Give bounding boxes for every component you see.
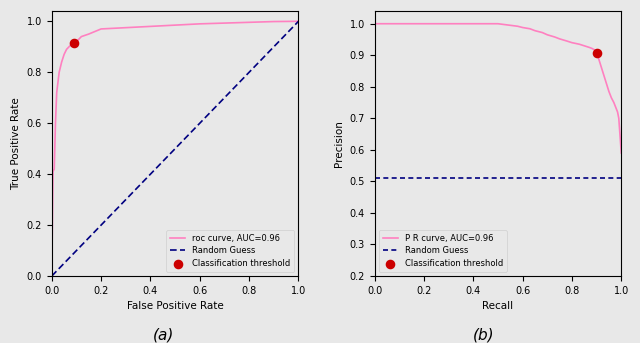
roc curve, AUC=0.96	[294, 19, 302, 23]
Line: P R curve, AUC=0.96: P R curve, AUC=0.96	[374, 24, 621, 153]
P R curve, AUC=0.96	[371, 22, 378, 26]
roc curve, AUC=0.96	[65, 45, 73, 49]
P R curve, AUC=0.96	[580, 44, 588, 48]
P R curve, AUC=0.96	[526, 27, 534, 31]
P R curve, AUC=0.96	[615, 116, 623, 120]
P R curve, AUC=0.96	[598, 66, 605, 70]
Text: (a): (a)	[152, 328, 174, 343]
P R curve, AUC=0.96	[590, 48, 598, 52]
roc curve, AUC=0.96	[196, 22, 204, 26]
roc curve, AUC=0.96	[270, 20, 278, 24]
P R curve, AUC=0.96	[531, 28, 539, 33]
roc curve, AUC=0.96	[221, 21, 228, 25]
Legend: P R curve, AUC=0.96, Random Guess, Classification threshold: P R curve, AUC=0.96, Random Guess, Class…	[379, 230, 507, 272]
roc curve, AUC=0.96	[122, 26, 130, 30]
Text: (b): (b)	[472, 328, 494, 343]
P R curve, AUC=0.96	[494, 22, 502, 26]
P R curve, AUC=0.96	[506, 23, 514, 27]
roc curve, AUC=0.96	[97, 27, 105, 31]
P R curve, AUC=0.96	[605, 90, 612, 94]
roc curve, AUC=0.96	[172, 23, 179, 27]
P R curve, AUC=0.96	[556, 37, 563, 41]
P R curve, AUC=0.96	[588, 46, 595, 50]
P R curve, AUC=0.96	[543, 33, 551, 37]
X-axis label: False Positive Rate: False Positive Rate	[127, 301, 223, 311]
P R curve, AUC=0.96	[595, 58, 603, 62]
P R curve, AUC=0.96	[586, 45, 593, 49]
Classification threshold	[69, 40, 79, 46]
Y-axis label: Precision: Precision	[334, 120, 344, 167]
roc curve, AUC=0.96	[85, 32, 93, 36]
P R curve, AUC=0.96	[575, 42, 583, 46]
P R curve, AUC=0.96	[551, 35, 559, 39]
roc curve, AUC=0.96	[58, 60, 65, 64]
roc curve, AUC=0.96	[55, 70, 63, 74]
Y-axis label: True Positive Rate: True Positive Rate	[11, 97, 21, 190]
P R curve, AUC=0.96	[610, 100, 618, 105]
P R curve, AUC=0.96	[618, 151, 625, 155]
P R curve, AUC=0.96	[563, 39, 571, 43]
roc curve, AUC=0.96	[245, 20, 253, 24]
roc curve, AUC=0.96	[147, 24, 154, 28]
Legend: roc curve, AUC=0.96, Random Guess, Classification threshold: roc curve, AUC=0.96, Random Guess, Class…	[166, 230, 294, 272]
P R curve, AUC=0.96	[614, 110, 621, 114]
P R curve, AUC=0.96	[396, 22, 403, 26]
roc curve, AUC=0.96	[48, 274, 56, 278]
P R curve, AUC=0.96	[514, 24, 522, 28]
roc curve, AUC=0.96	[49, 169, 57, 174]
P R curve, AUC=0.96	[519, 25, 527, 29]
P R curve, AUC=0.96	[499, 22, 507, 26]
roc curve, AUC=0.96	[60, 52, 68, 57]
P R curve, AUC=0.96	[383, 22, 390, 26]
X-axis label: Recall: Recall	[483, 301, 513, 311]
P R curve, AUC=0.96	[607, 96, 615, 100]
P R curve, AUC=0.96	[612, 107, 620, 111]
P R curve, AUC=0.96	[568, 40, 576, 45]
P R curve, AUC=0.96	[603, 82, 611, 86]
roc curve, AUC=0.96	[72, 40, 80, 44]
roc curve, AUC=0.96	[53, 91, 61, 95]
P R curve, AUC=0.96	[538, 31, 546, 35]
Line: roc curve, AUC=0.96: roc curve, AUC=0.96	[52, 21, 298, 276]
roc curve, AUC=0.96	[63, 47, 70, 51]
roc curve, AUC=0.96	[52, 121, 60, 125]
Classification threshold	[591, 50, 602, 56]
roc curve, AUC=0.96	[51, 167, 58, 171]
P R curve, AUC=0.96	[593, 51, 600, 55]
P R curve, AUC=0.96	[611, 104, 619, 108]
P R curve, AUC=0.96	[445, 22, 452, 26]
roc curve, AUC=0.96	[68, 42, 76, 46]
P R curve, AUC=0.96	[469, 22, 477, 26]
P R curve, AUC=0.96	[600, 74, 608, 78]
P R curve, AUC=0.96	[420, 22, 428, 26]
roc curve, AUC=0.96	[77, 35, 85, 39]
roc curve, AUC=0.96	[70, 41, 78, 45]
